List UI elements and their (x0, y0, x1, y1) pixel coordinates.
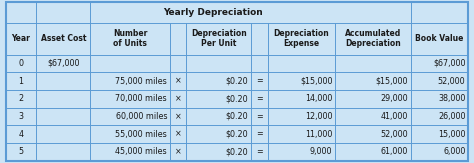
Text: Book Value: Book Value (415, 34, 464, 43)
Text: 11,000: 11,000 (305, 130, 332, 139)
Text: ×: × (175, 130, 182, 139)
Text: 0: 0 (18, 59, 24, 68)
Text: $0.20: $0.20 (226, 112, 248, 121)
Text: $0.20: $0.20 (226, 94, 248, 103)
Text: $0.20: $0.20 (226, 130, 248, 139)
Text: 9,000: 9,000 (310, 147, 332, 156)
Text: 61,000: 61,000 (381, 147, 408, 156)
Text: $15,000: $15,000 (375, 76, 408, 86)
Text: 75,000 miles: 75,000 miles (115, 76, 167, 86)
Text: ×: × (175, 112, 182, 121)
Text: =: = (256, 130, 263, 139)
Text: 52,000: 52,000 (438, 76, 465, 86)
Text: 60,000 miles: 60,000 miles (116, 112, 167, 121)
Text: 2: 2 (18, 94, 24, 103)
Text: 41,000: 41,000 (381, 112, 408, 121)
Text: 52,000: 52,000 (380, 130, 408, 139)
Text: $0.20: $0.20 (226, 147, 248, 156)
Text: Accumulated
Depreciation: Accumulated Depreciation (345, 29, 401, 48)
Text: Yearly Depreciation: Yearly Depreciation (163, 8, 263, 17)
Text: 15,000: 15,000 (438, 130, 465, 139)
Text: 29,000: 29,000 (380, 94, 408, 103)
Text: =: = (256, 94, 263, 103)
Text: Asset Cost: Asset Cost (41, 34, 86, 43)
Text: ×: × (175, 94, 182, 103)
Text: =: = (256, 76, 263, 86)
Text: ×: × (175, 147, 182, 156)
Text: 45,000 miles: 45,000 miles (116, 147, 167, 156)
Text: Year: Year (11, 34, 30, 43)
Text: =: = (256, 147, 263, 156)
Text: 38,000: 38,000 (438, 94, 465, 103)
Text: =: = (256, 112, 263, 121)
Text: 3: 3 (18, 112, 24, 121)
Text: ×: × (175, 76, 182, 86)
Text: 5: 5 (18, 147, 24, 156)
Text: Depreciation
Per Unit: Depreciation Per Unit (191, 29, 246, 48)
Text: 6,000: 6,000 (443, 147, 465, 156)
Text: $67,000: $67,000 (433, 59, 465, 68)
Text: $0.20: $0.20 (226, 76, 248, 86)
Text: $15,000: $15,000 (300, 76, 332, 86)
Text: 14,000: 14,000 (305, 94, 332, 103)
Text: 26,000: 26,000 (438, 112, 465, 121)
Text: Depreciation
Expense: Depreciation Expense (273, 29, 329, 48)
Text: 70,000 miles: 70,000 miles (116, 94, 167, 103)
Text: Number
of Units: Number of Units (113, 29, 147, 48)
Text: 4: 4 (18, 130, 24, 139)
Text: 1: 1 (18, 76, 24, 86)
Text: $67,000: $67,000 (47, 59, 80, 68)
Text: 55,000 miles: 55,000 miles (115, 130, 167, 139)
Text: 12,000: 12,000 (305, 112, 332, 121)
